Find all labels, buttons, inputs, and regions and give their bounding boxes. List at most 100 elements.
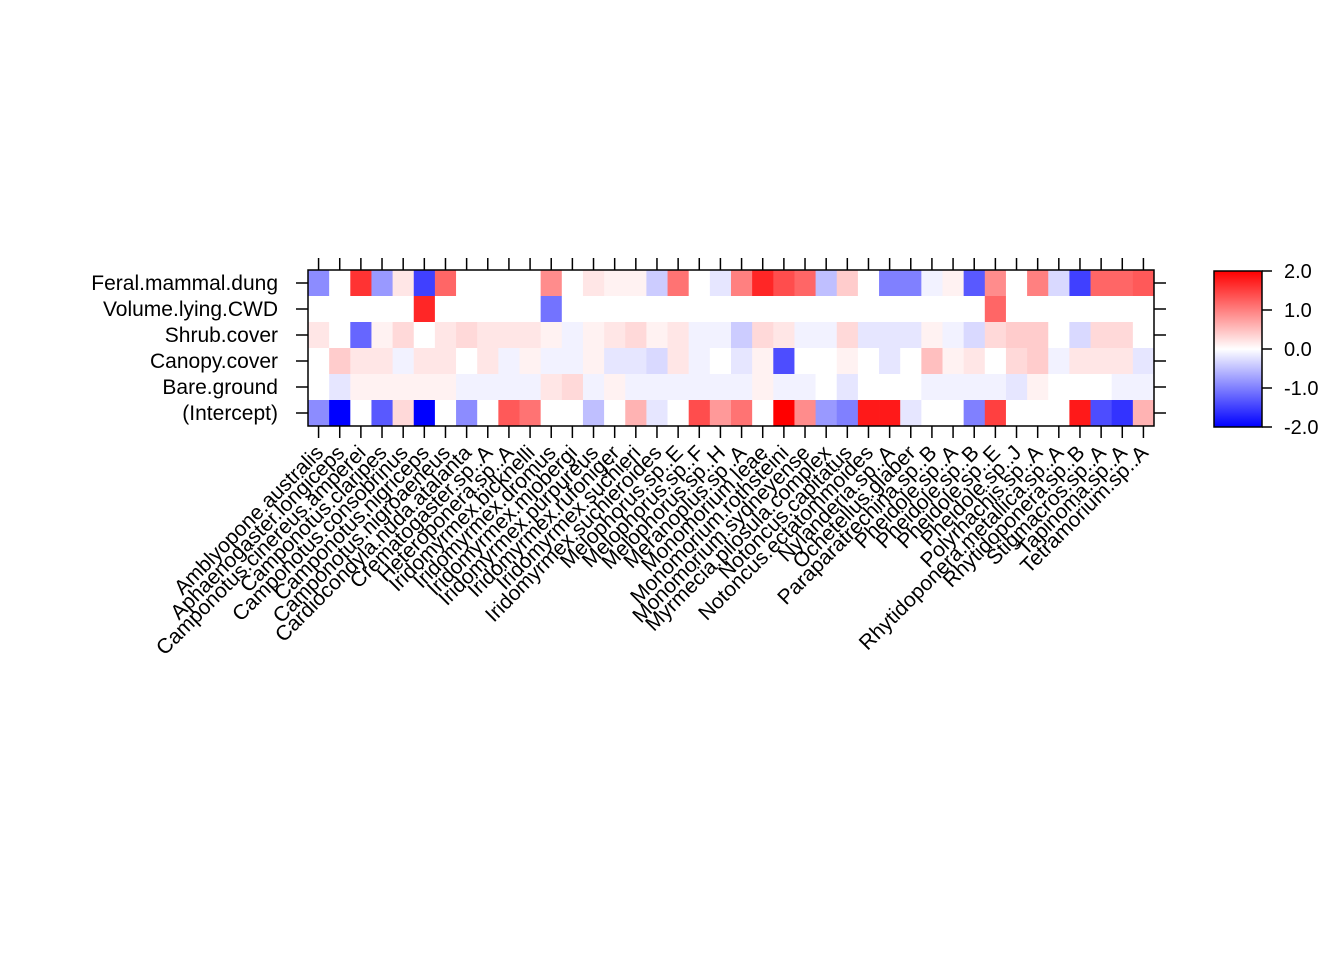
heatmap-cell: [604, 270, 626, 297]
heatmap-cell: [688, 296, 711, 323]
heatmap-cell: [646, 400, 668, 427]
heatmap-cell: [1090, 322, 1113, 349]
heatmap-cell: [519, 322, 542, 349]
heatmap-cell: [984, 270, 1007, 297]
plot-frame: [307, 269, 1155, 427]
heatmap-cell: [413, 400, 436, 427]
heatmap-cell: [519, 400, 542, 427]
heatmap-cell: [582, 322, 605, 349]
heatmap-cell: [815, 348, 838, 375]
heatmap-cell: [879, 348, 901, 375]
heatmap-cell: [434, 400, 457, 427]
heatmap-cell: [1005, 322, 1028, 349]
heatmap-cell: [1027, 270, 1049, 297]
heatmap-cell: [1111, 322, 1134, 349]
heatmap-cell: [498, 348, 520, 375]
heatmap-cell: [392, 296, 415, 323]
heatmap-cell: [561, 270, 584, 297]
heatmap-cell: [857, 296, 880, 323]
row-label: Canopy.cover: [150, 350, 278, 373]
heatmap-cell: [794, 270, 816, 297]
heatmap-cell: [815, 322, 838, 349]
heatmap-cell: [625, 296, 647, 323]
heatmap-cell: [604, 348, 626, 375]
heatmap-cell: [477, 348, 499, 375]
heatmap-cell: [815, 270, 838, 297]
heatmap-cell: [1111, 400, 1134, 427]
heatmap-cell: [604, 374, 626, 401]
heatmap-cell: [879, 400, 901, 427]
heatmap-cell: [329, 296, 351, 323]
heatmap-cell: [857, 348, 880, 375]
heatmap-cell: [350, 374, 372, 401]
heatmap-cell: [921, 270, 943, 297]
heatmap-cell: [519, 374, 542, 401]
heatmap-cell: [836, 348, 859, 375]
heatmap-cell: [709, 400, 732, 427]
axis-ticks: [296, 258, 1166, 438]
heatmap-cell: [1069, 400, 1091, 427]
heatmap-cell: [900, 400, 922, 427]
heatmap-cell: [984, 296, 1007, 323]
heatmap-cell: [857, 322, 880, 349]
heatmap-cell: [1027, 322, 1049, 349]
heatmap-cell: [773, 270, 795, 297]
heatmap-cell: [456, 374, 478, 401]
heatmap-cell: [498, 270, 520, 297]
heatmap-cell: [561, 374, 584, 401]
heatmap-cell: [604, 400, 626, 427]
heatmap-cell: [752, 400, 774, 427]
heatmap-cell: [625, 322, 647, 349]
heatmap-cell: [900, 374, 922, 401]
heatmap-cell: [1069, 296, 1091, 323]
heatmap-cell: [921, 348, 943, 375]
heatmap-cell: [773, 400, 795, 427]
heatmap-cell: [1005, 296, 1028, 323]
heatmap-cell: [688, 348, 711, 375]
heatmap-cell: [456, 348, 478, 375]
heatmap-cell: [1132, 348, 1155, 375]
heatmap-cell: [1069, 348, 1091, 375]
heatmap-cell: [561, 348, 584, 375]
row-label: Feral.mammal.dung: [91, 272, 278, 295]
heatmap-cell: [625, 374, 647, 401]
heatmap-cell: [1132, 374, 1155, 401]
heatmap-cell: [773, 296, 795, 323]
heatmap-cell: [709, 296, 732, 323]
heatmap-cell: [308, 374, 330, 401]
heatmap-cell: [392, 322, 415, 349]
heatmap-cell: [646, 270, 668, 297]
heatmap-cell: [519, 348, 542, 375]
heatmap-cell: [1090, 400, 1113, 427]
heatmap-cell: [413, 296, 436, 323]
heatmap-cell: [731, 270, 753, 297]
heatmap-cell: [540, 296, 563, 323]
heatmap-cell: [963, 348, 986, 375]
heatmap-cell: [836, 296, 859, 323]
heatmap-cell: [350, 400, 372, 427]
heatmap-cell: [371, 400, 393, 427]
heatmap-cell: [731, 374, 753, 401]
colorbar-tick-label: 1.0: [1284, 300, 1312, 322]
heatmap-cell: [498, 374, 520, 401]
heatmap-cell: [921, 400, 943, 427]
heatmap-cell: [900, 296, 922, 323]
heatmap-cell: [392, 374, 415, 401]
heatmap-cell: [646, 296, 668, 323]
heatmap-cell: [498, 322, 520, 349]
heatmap-cell: [709, 374, 732, 401]
heatmap-cell: [1111, 374, 1134, 401]
heatmap-cell: [1005, 400, 1028, 427]
heatmap-cell: [963, 400, 986, 427]
colorbar-tick-label: 0.0: [1284, 339, 1312, 361]
row-label: (Intercept): [182, 402, 278, 425]
heatmap-cell: [1048, 322, 1070, 349]
heatmap-cell: [667, 374, 690, 401]
heatmap-cell: [709, 348, 732, 375]
heatmap-cell: [731, 322, 753, 349]
heatmap-cell: [667, 348, 690, 375]
heatmap-cell: [434, 296, 457, 323]
heatmap-cell: [413, 374, 436, 401]
heatmap-cell: [1005, 270, 1028, 297]
